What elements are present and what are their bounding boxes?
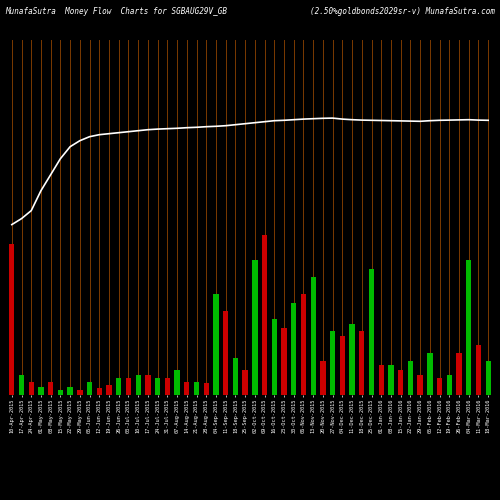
Bar <box>77 390 82 395</box>
Bar <box>369 269 374 395</box>
Bar <box>350 324 355 395</box>
Bar <box>456 353 462 395</box>
Bar <box>359 331 364 395</box>
Bar <box>427 353 432 395</box>
Bar <box>214 294 218 395</box>
Bar <box>340 336 345 395</box>
Bar <box>232 358 238 395</box>
Text: MunafaSutra  Money Flow  Charts for SGBAUG29V_GB: MunafaSutra Money Flow Charts for SGBAUG… <box>5 8 227 16</box>
Bar <box>446 375 452 395</box>
Bar <box>174 370 180 395</box>
Bar <box>58 390 63 395</box>
Bar <box>437 378 442 395</box>
Bar <box>116 378 121 395</box>
Bar <box>184 382 190 395</box>
Bar <box>330 331 336 395</box>
Bar <box>164 378 170 395</box>
Bar <box>262 236 268 395</box>
Bar <box>96 388 102 395</box>
Bar <box>136 375 141 395</box>
Bar <box>87 382 92 395</box>
Bar <box>242 370 248 395</box>
Bar <box>48 382 54 395</box>
Bar <box>126 378 131 395</box>
Bar <box>106 385 112 395</box>
Bar <box>272 320 277 395</box>
Bar <box>378 364 384 395</box>
Text: (2.50%goldbonds2029sr-v) MunafaSutra.com: (2.50%goldbonds2029sr-v) MunafaSutra.com <box>310 8 495 16</box>
Bar <box>28 382 34 395</box>
Bar <box>466 260 471 395</box>
Bar <box>194 382 199 395</box>
Bar <box>418 375 423 395</box>
Bar <box>310 278 316 395</box>
Bar <box>486 362 491 395</box>
Bar <box>68 386 73 395</box>
Bar <box>9 244 15 395</box>
Bar <box>408 362 413 395</box>
Bar <box>282 328 286 395</box>
Bar <box>320 362 326 395</box>
Bar <box>204 383 209 395</box>
Bar <box>476 344 481 395</box>
Bar <box>398 370 404 395</box>
Bar <box>291 302 296 395</box>
Bar <box>301 294 306 395</box>
Bar <box>223 311 228 395</box>
Bar <box>388 364 394 395</box>
Bar <box>38 386 44 395</box>
Bar <box>252 260 258 395</box>
Bar <box>145 375 150 395</box>
Bar <box>155 378 160 395</box>
Bar <box>19 375 24 395</box>
